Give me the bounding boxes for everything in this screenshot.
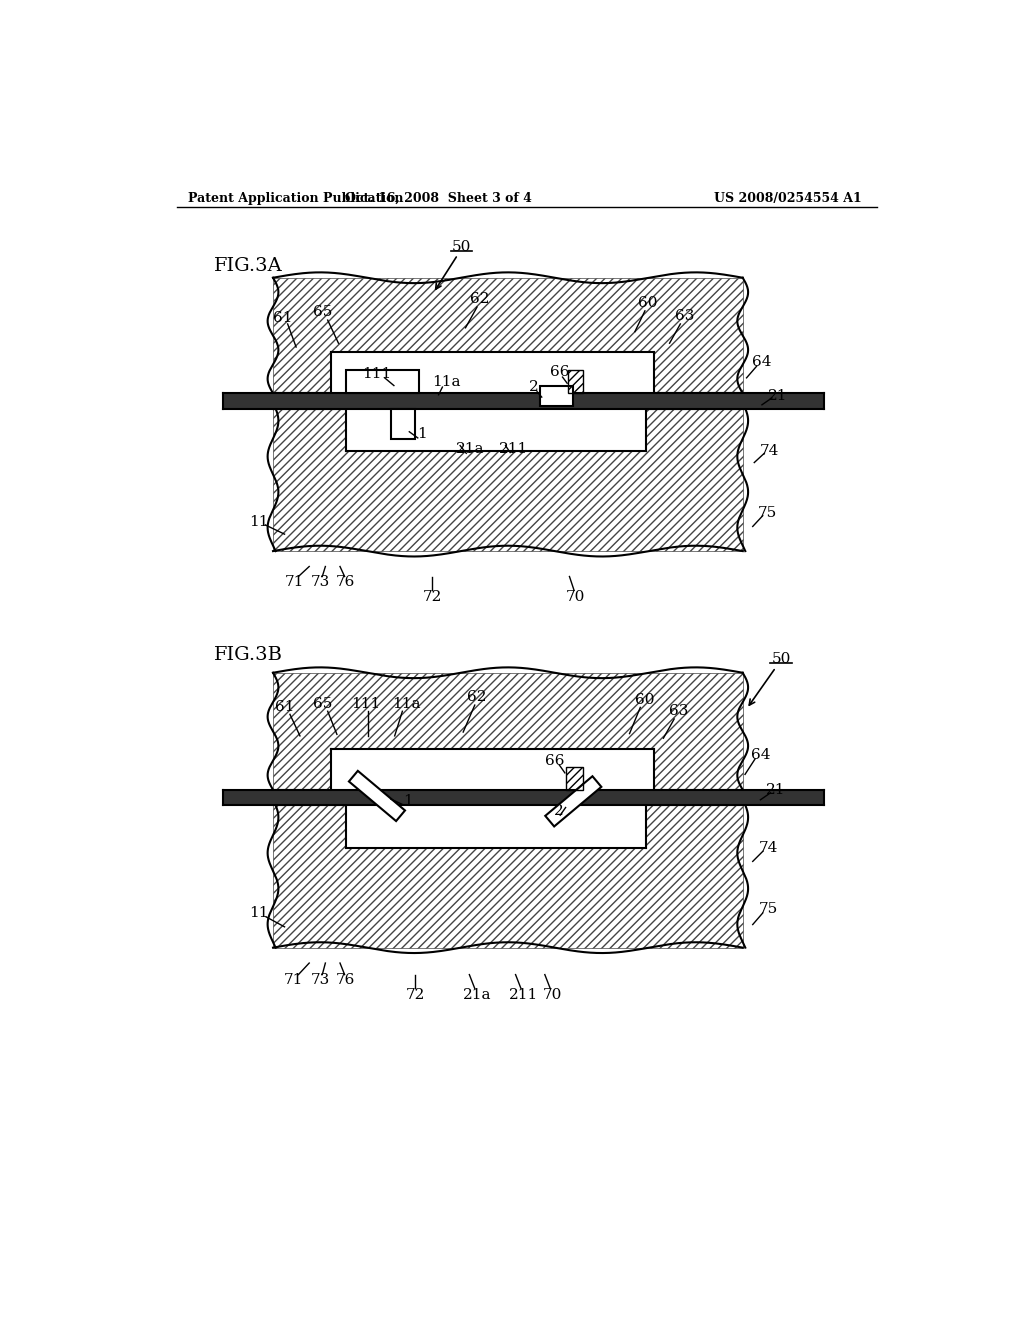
Text: 64: 64 [753,355,772,370]
Text: 66: 66 [545,754,564,767]
Text: 64: 64 [751,748,770,762]
Text: 61: 61 [272,310,292,325]
Text: 74: 74 [759,841,778,854]
Text: 70: 70 [543,989,562,1002]
Text: 2: 2 [554,804,563,818]
Text: 21: 21 [766,783,785,797]
Text: 211: 211 [509,989,538,1002]
Polygon shape [223,393,823,409]
Text: 11a: 11a [432,375,461,389]
Text: 50: 50 [771,652,791,665]
Polygon shape [346,409,646,451]
Text: 72: 72 [406,989,425,1002]
Text: FIG.3B: FIG.3B [214,645,283,664]
Text: 71: 71 [284,973,303,987]
Text: 70: 70 [566,590,586,605]
Text: 72: 72 [423,590,442,605]
Text: 62: 62 [470,292,489,306]
Polygon shape [349,771,406,821]
Text: 1: 1 [402,795,413,808]
Text: 2: 2 [529,380,539,395]
Text: 11: 11 [250,515,269,529]
Text: 21: 21 [768,388,787,403]
Text: 62: 62 [467,690,486,705]
Text: FIG.3A: FIG.3A [214,257,283,275]
Text: 65: 65 [313,697,333,710]
Text: 63: 63 [669,705,688,718]
Text: 111: 111 [351,697,380,710]
Text: 11: 11 [250,906,269,920]
Polygon shape [346,805,646,847]
Text: US 2008/0254554 A1: US 2008/0254554 A1 [715,191,862,205]
Polygon shape [541,385,573,407]
Text: 63: 63 [675,309,694,323]
Text: 21a: 21a [456,442,484,457]
Polygon shape [391,409,416,440]
Text: 211: 211 [500,442,528,457]
Text: 73: 73 [310,576,330,589]
Text: 1: 1 [417,428,426,441]
Polygon shape [223,789,823,805]
Text: 75: 75 [759,902,778,916]
Text: 60: 60 [638,296,657,310]
Text: 60: 60 [635,693,654,706]
Polygon shape [545,776,601,826]
Text: 21a: 21a [463,989,492,1002]
Polygon shape [331,748,654,789]
Text: 74: 74 [760,444,779,458]
Text: 73: 73 [310,973,330,987]
Polygon shape [346,370,419,393]
Text: 50: 50 [452,240,471,253]
Text: 111: 111 [362,367,391,381]
Text: Patent Application Publication: Patent Application Publication [188,191,403,205]
Text: 71: 71 [285,576,304,589]
Text: 66: 66 [550,366,569,379]
Text: 76: 76 [336,576,355,589]
Text: 11a: 11a [392,697,421,710]
Text: 61: 61 [274,701,294,714]
Text: 75: 75 [758,506,777,520]
Text: 65: 65 [313,305,333,319]
Text: 76: 76 [336,973,355,987]
Text: Oct. 16, 2008  Sheet 3 of 4: Oct. 16, 2008 Sheet 3 of 4 [345,191,532,205]
Polygon shape [331,352,654,393]
